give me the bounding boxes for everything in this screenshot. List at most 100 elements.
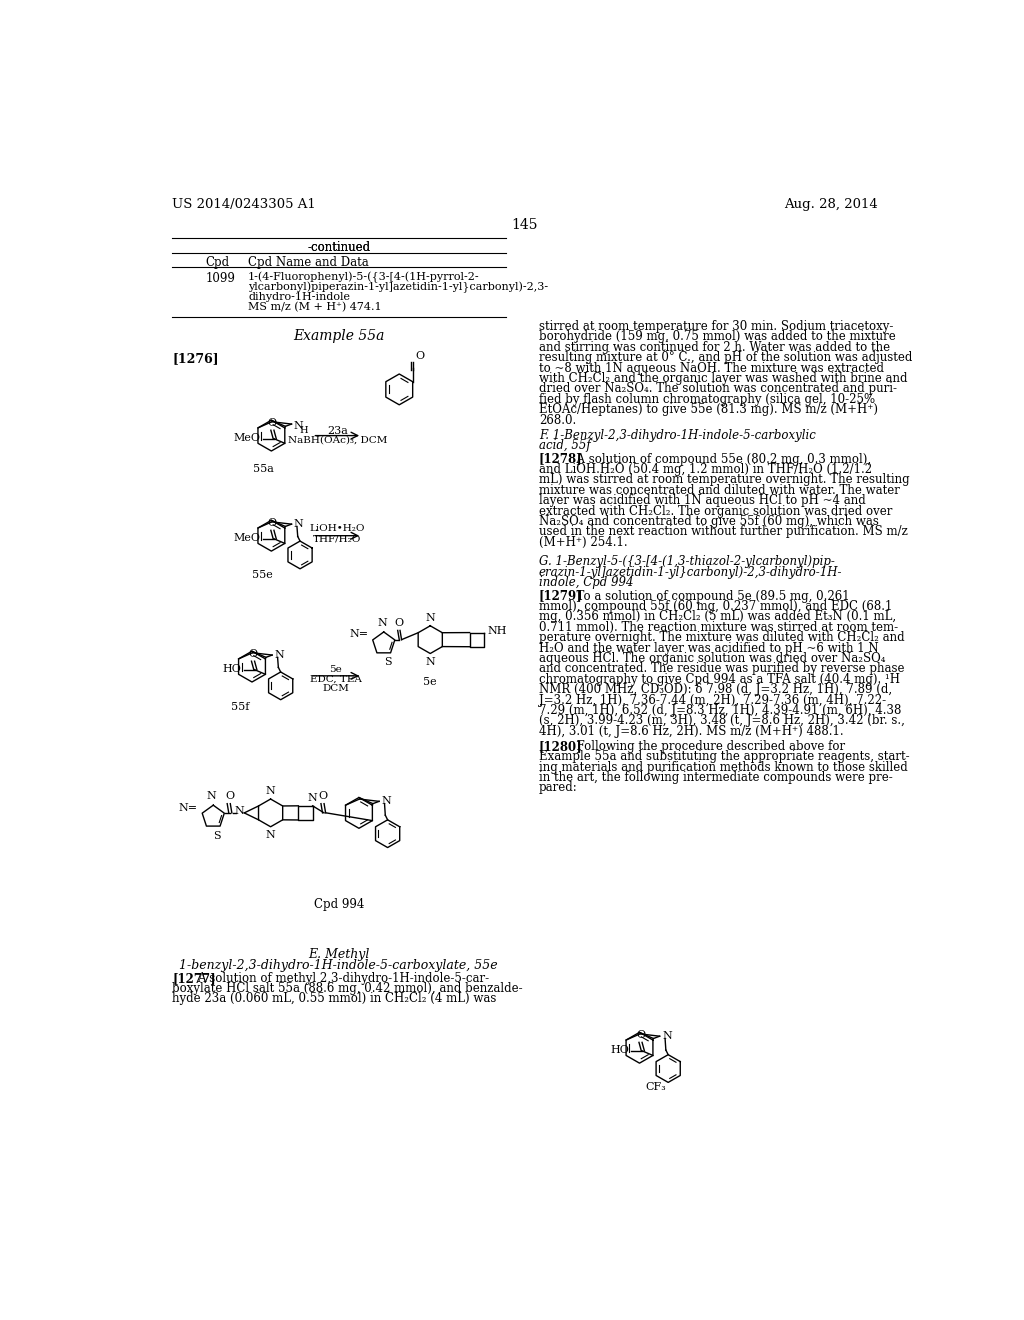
Text: (M+H⁺) 254.1.: (M+H⁺) 254.1.: [539, 536, 628, 549]
Text: HO: HO: [222, 664, 242, 675]
Text: stirred at room temperature for 30 min. Sodium triacetoxy-: stirred at room temperature for 30 min. …: [539, 321, 893, 333]
Text: 55a: 55a: [253, 465, 274, 474]
Text: -continued: -continued: [307, 240, 371, 253]
Text: aqueous HCl. The organic solution was dried over Na₂SO₄: aqueous HCl. The organic solution was dr…: [539, 652, 886, 665]
Text: O: O: [318, 792, 328, 801]
Text: boxylate HCl salt 55a (88.6 mg, 0.42 mmol), and benzalde-: boxylate HCl salt 55a (88.6 mg, 0.42 mmo…: [172, 982, 523, 995]
Text: ylcarbonyl)piperazin-1-yl]azetidin-1-yl}carbonyl)-2,3-: ylcarbonyl)piperazin-1-yl]azetidin-1-yl}…: [248, 281, 548, 293]
Text: A solution of compound 55e (80.2 mg, 0.3 mmol),: A solution of compound 55e (80.2 mg, 0.3…: [568, 453, 871, 466]
Text: chromatography to give Cpd 994 as a TFA salt (40.4 mg). ¹H: chromatography to give Cpd 994 as a TFA …: [539, 673, 900, 686]
Text: Cpd: Cpd: [206, 256, 229, 269]
Text: N: N: [381, 796, 391, 807]
Text: N: N: [425, 656, 435, 667]
Text: resulting mixture at 0° C., and pH of the solution was adjusted: resulting mixture at 0° C., and pH of th…: [539, 351, 912, 364]
Text: borohydride (159 mg, 0.75 mmol) was added to the mixture: borohydride (159 mg, 0.75 mmol) was adde…: [539, 330, 896, 343]
Text: mL) was stirred at room temperature overnight. The resulting: mL) was stirred at room temperature over…: [539, 474, 909, 486]
Text: 55f: 55f: [231, 702, 250, 711]
Text: Example 55a and substituting the appropriate reagents, start-: Example 55a and substituting the appropr…: [539, 750, 909, 763]
Text: N: N: [294, 519, 303, 529]
Text: N: N: [294, 421, 303, 430]
Text: LiOH•H₂O: LiOH•H₂O: [309, 524, 365, 533]
Text: [1278]: [1278]: [539, 453, 583, 466]
Text: N: N: [662, 1031, 672, 1041]
Text: Example 55a: Example 55a: [293, 330, 384, 343]
Text: 5e: 5e: [330, 665, 342, 675]
Text: used in the next reaction without further purification. MS m/z: used in the next reaction without furthe…: [539, 525, 907, 539]
Text: 0.711 mmol). The reaction mixture was stirred at room tem-: 0.711 mmol). The reaction mixture was st…: [539, 620, 898, 634]
Text: mg, 0.356 mmol) in CH₂Cl₂ (5 mL) was added Et₃N (0.1 mL,: mg, 0.356 mmol) in CH₂Cl₂ (5 mL) was add…: [539, 610, 896, 623]
Text: 5e: 5e: [424, 677, 437, 686]
Text: 145: 145: [512, 218, 538, 232]
Text: H₂O and the water layer was acidified to pH ~6 with 1 N: H₂O and the water layer was acidified to…: [539, 642, 879, 655]
Text: 4H), 3.01 (t, J=8.6 Hz, 2H). MS m/z (M+H⁺) 488.1.: 4H), 3.01 (t, J=8.6 Hz, 2H). MS m/z (M+H…: [539, 725, 844, 738]
Text: -continued: -continued: [307, 240, 371, 253]
Text: [1276]: [1276]: [172, 352, 219, 366]
Text: N=: N=: [178, 803, 198, 813]
Text: dihydro-1H-indole: dihydro-1H-indole: [248, 292, 350, 301]
Text: A solution of methyl 2,3-dihydro-1H-indole-5-car-: A solution of methyl 2,3-dihydro-1H-indo…: [197, 973, 489, 985]
Text: HO: HO: [610, 1045, 629, 1055]
Text: 55e: 55e: [252, 570, 272, 581]
Text: MeO: MeO: [233, 533, 261, 543]
Text: Following the procedure described above for: Following the procedure described above …: [568, 739, 845, 752]
Text: N: N: [207, 792, 216, 801]
Text: layer was acidified with 1N aqueous HCl to pH ~4 and: layer was acidified with 1N aqueous HCl …: [539, 494, 865, 507]
Text: H: H: [299, 426, 308, 436]
Text: O: O: [636, 1030, 645, 1040]
Text: N: N: [234, 807, 245, 816]
Text: perature overnight. The mixture was diluted with CH₂Cl₂ and: perature overnight. The mixture was dilu…: [539, 631, 904, 644]
Text: DCM: DCM: [323, 684, 349, 693]
Text: O: O: [394, 618, 403, 628]
Text: O: O: [268, 517, 276, 528]
Text: ing materials and purification methods known to those skilled: ing materials and purification methods k…: [539, 760, 907, 774]
Text: NaBH(OAc)₃, DCM: NaBH(OAc)₃, DCM: [288, 436, 387, 445]
Text: indole, Cpd 994: indole, Cpd 994: [539, 576, 633, 589]
Text: J=3.2 Hz, 1H), 7.36-7.44 (m, 2H), 7.29-7.36 (m, 4H), 7.22-: J=3.2 Hz, 1H), 7.36-7.44 (m, 2H), 7.29-7…: [539, 693, 886, 706]
Text: Cpd 994: Cpd 994: [313, 898, 364, 911]
Text: pared:: pared:: [539, 781, 578, 795]
Text: S: S: [213, 830, 221, 841]
Text: hyde 23a (0.060 mL, 0.55 mmol) in CH₂Cl₂ (4 mL) was: hyde 23a (0.060 mL, 0.55 mmol) in CH₂Cl₂…: [172, 993, 497, 1006]
Text: 1-benzyl-2,3-dihydro-1H-indole-5-carboxylate, 55e: 1-benzyl-2,3-dihydro-1H-indole-5-carboxy…: [179, 960, 498, 973]
Text: and LiOH.H₂O (50.4 mg, 1.2 mmol) in THF/H₂O (1.2/1.2: and LiOH.H₂O (50.4 mg, 1.2 mmol) in THF/…: [539, 463, 871, 477]
Text: 7.29 (m, 1H), 6.52 (d, J=8.3 Hz, 1H), 4.39-4.91 (m, 6H), 4.38: 7.29 (m, 1H), 6.52 (d, J=8.3 Hz, 1H), 4.…: [539, 704, 901, 717]
Text: N: N: [425, 612, 435, 623]
Text: MS m/z (M + H⁺) 474.1: MS m/z (M + H⁺) 474.1: [248, 302, 382, 312]
Text: N: N: [265, 785, 275, 796]
Text: O: O: [416, 351, 425, 360]
Text: 23a: 23a: [327, 426, 348, 437]
Text: Aug. 28, 2014: Aug. 28, 2014: [783, 198, 878, 211]
Text: S: S: [384, 657, 391, 668]
Text: in the art, the following intermediate compounds were pre-: in the art, the following intermediate c…: [539, 771, 893, 784]
Text: EDC, TEA: EDC, TEA: [310, 675, 361, 684]
Text: to ~8 with 1N aqueous NaOH. The mixture was extracted: to ~8 with 1N aqueous NaOH. The mixture …: [539, 362, 884, 375]
Text: CF₃: CF₃: [646, 1081, 667, 1092]
Text: (s, 2H), 3.99-4.23 (m, 3H), 3.48 (t, J=8.6 Hz, 2H), 3.42 (br. s.,: (s, 2H), 3.99-4.23 (m, 3H), 3.48 (t, J=8…: [539, 714, 904, 727]
Text: To a solution of compound 5e (89.5 mg, 0.261: To a solution of compound 5e (89.5 mg, 0…: [568, 590, 850, 603]
Text: N: N: [265, 830, 275, 840]
Text: [1279]: [1279]: [539, 590, 583, 603]
Text: with CH₂Cl₂ and the organic layer was washed with brine and: with CH₂Cl₂ and the organic layer was wa…: [539, 372, 907, 385]
Text: G. 1-Benzyl-5-({3-[4-(1,3-thiazol-2-ylcarbonyl)pip-: G. 1-Benzyl-5-({3-[4-(1,3-thiazol-2-ylca…: [539, 556, 835, 569]
Text: NH: NH: [487, 626, 507, 636]
Text: and concentrated. The residue was purified by reverse phase: and concentrated. The residue was purifi…: [539, 663, 904, 676]
Text: mixture was concentrated and diluted with water. The water: mixture was concentrated and diluted wit…: [539, 483, 900, 496]
Text: acid, 55f: acid, 55f: [539, 440, 591, 451]
Text: erazin-1-yl]azetidin-1-yl}carbonyl)-2,3-dihydro-1H-: erazin-1-yl]azetidin-1-yl}carbonyl)-2,3-…: [539, 566, 843, 578]
Text: N=: N=: [349, 630, 369, 639]
Text: Na₂SO₄ and concentrated to give 55f (60 mg), which was: Na₂SO₄ and concentrated to give 55f (60 …: [539, 515, 879, 528]
Text: [1277]: [1277]: [172, 973, 216, 985]
Text: O: O: [249, 649, 258, 659]
Text: THF/H₂O: THF/H₂O: [313, 535, 361, 543]
Text: extracted with CH₂Cl₂. The organic solution was dried over: extracted with CH₂Cl₂. The organic solut…: [539, 504, 892, 517]
Text: US 2014/0243305 A1: US 2014/0243305 A1: [172, 198, 316, 211]
Text: 268.0.: 268.0.: [539, 413, 575, 426]
Text: dried over Na₂SO₄. The solution was concentrated and puri-: dried over Na₂SO₄. The solution was conc…: [539, 383, 897, 396]
Text: MeO: MeO: [233, 433, 261, 444]
Text: fied by flash column chromatography (silica gel, 10-25%: fied by flash column chromatography (sil…: [539, 393, 874, 405]
Text: 1099: 1099: [206, 272, 236, 285]
Text: E. Methyl: E. Methyl: [308, 948, 370, 961]
Text: EtOAc/Heptanes) to give 55e (81.3 mg). MS m/z (M+H⁺): EtOAc/Heptanes) to give 55e (81.3 mg). M…: [539, 404, 878, 416]
Text: F. 1-Benzyl-2,3-dihydro-1H-indole-5-carboxylic: F. 1-Benzyl-2,3-dihydro-1H-indole-5-carb…: [539, 429, 816, 442]
Text: N: N: [274, 649, 285, 660]
